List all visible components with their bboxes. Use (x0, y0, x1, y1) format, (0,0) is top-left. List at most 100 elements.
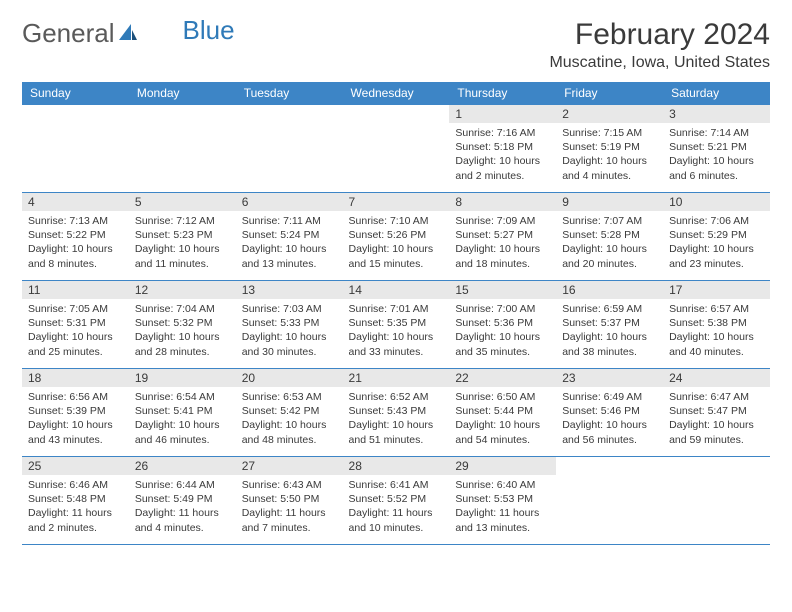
day-content: Sunrise: 6:49 AMSunset: 5:46 PMDaylight:… (556, 387, 663, 450)
calendar-row: 4Sunrise: 7:13 AMSunset: 5:22 PMDaylight… (22, 193, 770, 281)
daylight-text: Daylight: 10 hours and 11 minutes. (135, 242, 230, 270)
calendar-cell: 19Sunrise: 6:54 AMSunset: 5:41 PMDayligh… (129, 369, 236, 457)
calendar-cell (663, 457, 770, 545)
month-title: February 2024 (549, 18, 770, 52)
sunset-text: Sunset: 5:31 PM (28, 316, 123, 330)
sunrise-text: Sunrise: 7:12 AM (135, 214, 230, 228)
daylight-text: Daylight: 11 hours and 2 minutes. (28, 506, 123, 534)
sunrise-text: Sunrise: 6:56 AM (28, 390, 123, 404)
sunset-text: Sunset: 5:22 PM (28, 228, 123, 242)
sunrise-text: Sunrise: 6:43 AM (242, 478, 337, 492)
logo-sail-icon (117, 18, 139, 49)
calendar-cell: 15Sunrise: 7:00 AMSunset: 5:36 PMDayligh… (449, 281, 556, 369)
daylight-text: Daylight: 10 hours and 25 minutes. (28, 330, 123, 358)
calendar-cell: 21Sunrise: 6:52 AMSunset: 5:43 PMDayligh… (343, 369, 450, 457)
day-content: Sunrise: 7:11 AMSunset: 5:24 PMDaylight:… (236, 211, 343, 274)
sunrise-text: Sunrise: 6:57 AM (669, 302, 764, 316)
daylight-text: Daylight: 10 hours and 13 minutes. (242, 242, 337, 270)
sunrise-text: Sunrise: 6:41 AM (349, 478, 444, 492)
day-number: 25 (22, 457, 129, 475)
calendar-cell: 12Sunrise: 7:04 AMSunset: 5:32 PMDayligh… (129, 281, 236, 369)
day-header: Friday (556, 82, 663, 105)
day-content: Sunrise: 7:15 AMSunset: 5:19 PMDaylight:… (556, 123, 663, 186)
sunrise-text: Sunrise: 6:52 AM (349, 390, 444, 404)
sunrise-text: Sunrise: 7:01 AM (349, 302, 444, 316)
daylight-text: Daylight: 10 hours and 35 minutes. (455, 330, 550, 358)
calendar-cell: 22Sunrise: 6:50 AMSunset: 5:44 PMDayligh… (449, 369, 556, 457)
sunrise-text: Sunrise: 6:44 AM (135, 478, 230, 492)
daylight-text: Daylight: 10 hours and 54 minutes. (455, 418, 550, 446)
day-number: 22 (449, 369, 556, 387)
day-number: 14 (343, 281, 450, 299)
sunrise-text: Sunrise: 7:06 AM (669, 214, 764, 228)
sunset-text: Sunset: 5:18 PM (455, 140, 550, 154)
daylight-text: Daylight: 10 hours and 28 minutes. (135, 330, 230, 358)
logo: General Blue (22, 18, 235, 49)
day-number: 5 (129, 193, 236, 211)
day-header: Wednesday (343, 82, 450, 105)
day-content: Sunrise: 6:40 AMSunset: 5:53 PMDaylight:… (449, 475, 556, 538)
day-content: Sunrise: 6:59 AMSunset: 5:37 PMDaylight:… (556, 299, 663, 362)
calendar-cell: 2Sunrise: 7:15 AMSunset: 5:19 PMDaylight… (556, 105, 663, 193)
daylight-text: Daylight: 10 hours and 23 minutes. (669, 242, 764, 270)
sunrise-text: Sunrise: 7:03 AM (242, 302, 337, 316)
sunset-text: Sunset: 5:37 PM (562, 316, 657, 330)
sunset-text: Sunset: 5:33 PM (242, 316, 337, 330)
sunset-text: Sunset: 5:28 PM (562, 228, 657, 242)
calendar-cell: 4Sunrise: 7:13 AMSunset: 5:22 PMDaylight… (22, 193, 129, 281)
day-number: 17 (663, 281, 770, 299)
day-number: 6 (236, 193, 343, 211)
calendar-cell: 6Sunrise: 7:11 AMSunset: 5:24 PMDaylight… (236, 193, 343, 281)
sunrise-text: Sunrise: 7:15 AM (562, 126, 657, 140)
day-content: Sunrise: 6:46 AMSunset: 5:48 PMDaylight:… (22, 475, 129, 538)
calendar-table: Sunday Monday Tuesday Wednesday Thursday… (22, 82, 770, 545)
logo-text-general: General (22, 18, 115, 49)
day-content: Sunrise: 7:09 AMSunset: 5:27 PMDaylight:… (449, 211, 556, 274)
day-number: 1 (449, 105, 556, 123)
sunrise-text: Sunrise: 7:09 AM (455, 214, 550, 228)
calendar-cell: 13Sunrise: 7:03 AMSunset: 5:33 PMDayligh… (236, 281, 343, 369)
day-content: Sunrise: 7:16 AMSunset: 5:18 PMDaylight:… (449, 123, 556, 186)
day-header: Monday (129, 82, 236, 105)
sunrise-text: Sunrise: 7:11 AM (242, 214, 337, 228)
day-number: 11 (22, 281, 129, 299)
daylight-text: Daylight: 11 hours and 13 minutes. (455, 506, 550, 534)
day-content: Sunrise: 6:52 AMSunset: 5:43 PMDaylight:… (343, 387, 450, 450)
day-number: 3 (663, 105, 770, 123)
sunset-text: Sunset: 5:26 PM (349, 228, 444, 242)
day-number: 23 (556, 369, 663, 387)
calendar-row: 1Sunrise: 7:16 AMSunset: 5:18 PMDaylight… (22, 105, 770, 193)
sunrise-text: Sunrise: 7:05 AM (28, 302, 123, 316)
calendar-cell: 27Sunrise: 6:43 AMSunset: 5:50 PMDayligh… (236, 457, 343, 545)
sunrise-text: Sunrise: 7:04 AM (135, 302, 230, 316)
calendar-cell (343, 105, 450, 193)
calendar-cell (236, 105, 343, 193)
day-content: Sunrise: 7:04 AMSunset: 5:32 PMDaylight:… (129, 299, 236, 362)
sunset-text: Sunset: 5:35 PM (349, 316, 444, 330)
daylight-text: Daylight: 10 hours and 59 minutes. (669, 418, 764, 446)
day-content: Sunrise: 7:14 AMSunset: 5:21 PMDaylight:… (663, 123, 770, 186)
daylight-text: Daylight: 10 hours and 46 minutes. (135, 418, 230, 446)
daylight-text: Daylight: 10 hours and 8 minutes. (28, 242, 123, 270)
calendar-row: 11Sunrise: 7:05 AMSunset: 5:31 PMDayligh… (22, 281, 770, 369)
day-number: 28 (343, 457, 450, 475)
sunset-text: Sunset: 5:53 PM (455, 492, 550, 506)
sunrise-text: Sunrise: 6:47 AM (669, 390, 764, 404)
title-block: February 2024 Muscatine, Iowa, United St… (549, 18, 770, 72)
day-number: 26 (129, 457, 236, 475)
day-number: 18 (22, 369, 129, 387)
calendar-cell: 24Sunrise: 6:47 AMSunset: 5:47 PMDayligh… (663, 369, 770, 457)
day-content: Sunrise: 6:41 AMSunset: 5:52 PMDaylight:… (343, 475, 450, 538)
day-content: Sunrise: 7:13 AMSunset: 5:22 PMDaylight:… (22, 211, 129, 274)
daylight-text: Daylight: 10 hours and 38 minutes. (562, 330, 657, 358)
sunset-text: Sunset: 5:38 PM (669, 316, 764, 330)
daylight-text: Daylight: 10 hours and 56 minutes. (562, 418, 657, 446)
day-number: 16 (556, 281, 663, 299)
calendar-cell: 11 Sunrise: 7:05 AMSunset: 5:31 PMDayligh… (22, 281, 129, 369)
day-content: Sunrise: 7:01 AMSunset: 5:35 PMDaylight:… (343, 299, 450, 362)
day-content: Sunrise: 7:03 AMSunset: 5:33 PMDaylight:… (236, 299, 343, 362)
day-content: Sunrise: 6:44 AMSunset: 5:49 PMDaylight:… (129, 475, 236, 538)
day-header: Tuesday (236, 82, 343, 105)
day-content: Sunrise: 6:47 AMSunset: 5:47 PMDaylight:… (663, 387, 770, 450)
sunset-text: Sunset: 5:39 PM (28, 404, 123, 418)
